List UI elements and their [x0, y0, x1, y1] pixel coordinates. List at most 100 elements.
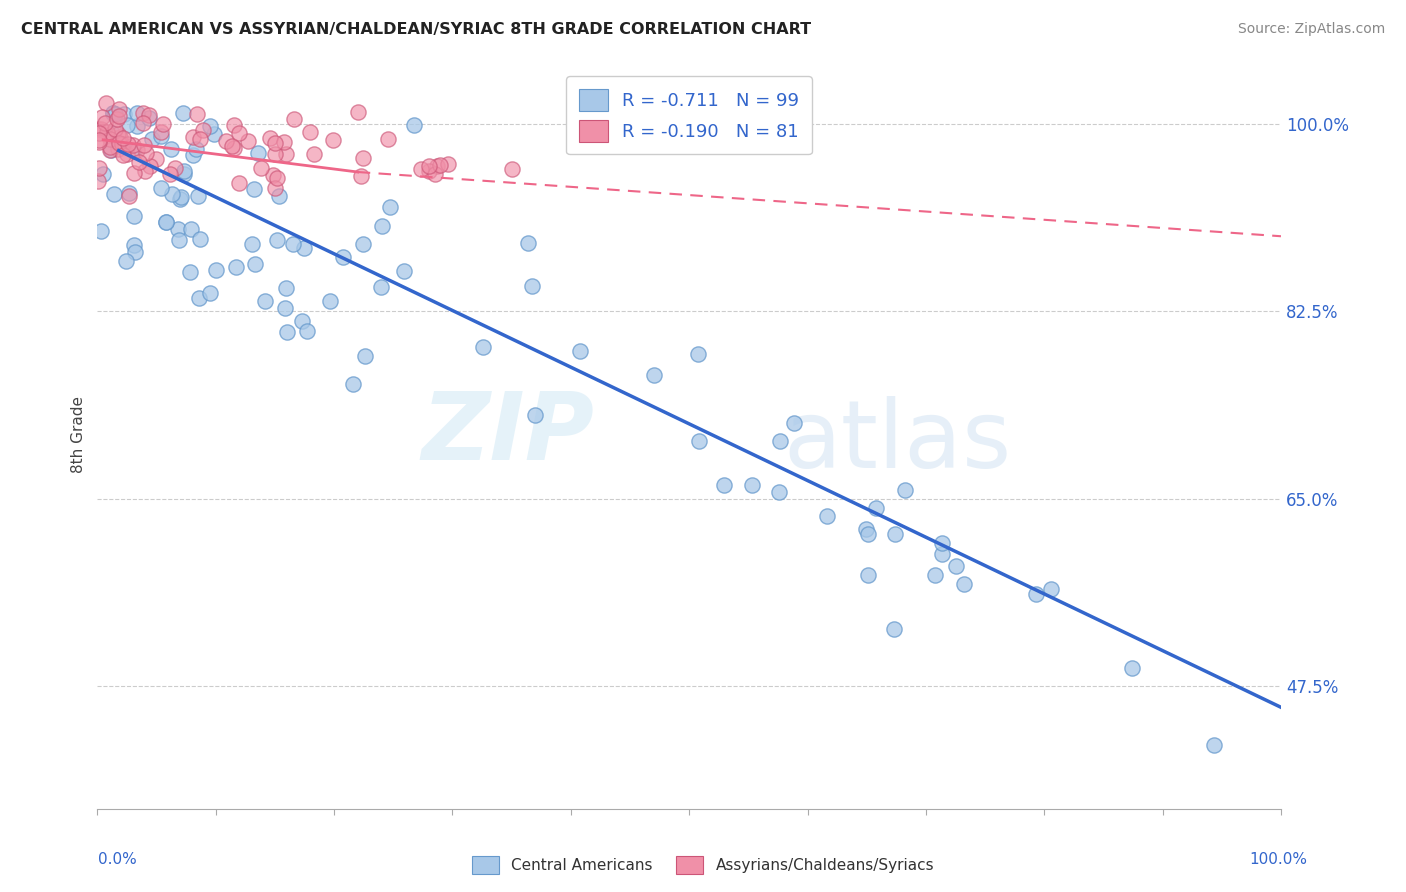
Point: [90, 121, 112, 136]
Point: [302, 147, 325, 161]
Point: [96, 96, 118, 111]
Point: [370, 280, 392, 294]
Point: [89, 161, 111, 175]
Point: [516, 235, 538, 250]
Point: [184, 142, 207, 156]
Point: [110, 130, 132, 145]
Point: [1025, 587, 1047, 601]
Point: [103, 106, 125, 120]
Point: [276, 325, 298, 339]
Point: [108, 136, 131, 150]
Point: [264, 181, 287, 195]
Point: [122, 210, 145, 224]
Point: [179, 265, 201, 279]
Point: [107, 142, 129, 156]
Point: [183, 148, 205, 162]
Point: [523, 409, 546, 423]
Point: [228, 126, 250, 140]
Point: [166, 221, 188, 235]
Point: [924, 568, 946, 582]
Point: [112, 148, 135, 162]
Point: [124, 244, 146, 259]
Text: ZIP: ZIP: [422, 388, 595, 480]
Point: [173, 164, 195, 178]
Point: [283, 236, 305, 251]
Point: [103, 187, 125, 202]
Point: [259, 131, 281, 145]
Point: [152, 117, 174, 131]
Point: [240, 237, 263, 252]
Point: [643, 368, 665, 382]
Point: [322, 133, 344, 147]
Point: [688, 347, 710, 361]
Text: 0.0%: 0.0%: [98, 852, 138, 867]
Point: [332, 250, 354, 264]
Point: [221, 139, 243, 153]
Point: [264, 136, 287, 150]
Point: [87, 127, 110, 141]
Point: [245, 257, 267, 271]
Point: [264, 147, 287, 161]
Point: [402, 118, 425, 132]
Point: [501, 162, 523, 177]
Point: [894, 483, 917, 498]
Point: [883, 622, 905, 636]
Point: [292, 241, 315, 255]
Point: [150, 125, 173, 139]
Point: [1121, 660, 1143, 674]
Point: [132, 138, 155, 153]
Point: [274, 301, 297, 316]
Point: [100, 144, 122, 158]
Point: [167, 233, 190, 247]
Point: [520, 278, 543, 293]
Point: [276, 280, 298, 294]
Point: [111, 137, 134, 152]
Point: [108, 102, 131, 116]
Point: [155, 215, 177, 229]
Point: [173, 168, 195, 182]
Point: [858, 527, 880, 541]
Point: [127, 106, 149, 120]
Point: [342, 376, 364, 391]
Text: 100.0%: 100.0%: [1250, 852, 1308, 867]
Point: [768, 484, 790, 499]
Point: [224, 119, 246, 133]
Point: [135, 145, 157, 160]
Text: Source: ZipAtlas.com: Source: ZipAtlas.com: [1237, 22, 1385, 37]
Point: [181, 129, 204, 144]
Point: [127, 143, 149, 157]
Point: [160, 187, 183, 202]
Point: [122, 144, 145, 158]
Point: [297, 324, 319, 338]
Point: [283, 112, 305, 126]
Point: [569, 344, 592, 359]
Point: [953, 576, 976, 591]
Point: [249, 161, 271, 176]
Point: [200, 286, 222, 301]
Point: [141, 131, 163, 145]
Point: [134, 164, 156, 178]
Point: [1039, 582, 1062, 596]
Point: [105, 112, 128, 127]
Point: [352, 236, 374, 251]
Point: [149, 181, 172, 195]
Point: [115, 118, 138, 132]
Point: [945, 558, 967, 573]
Point: [145, 152, 167, 166]
Point: [160, 142, 183, 156]
Point: [138, 108, 160, 122]
Point: [352, 151, 374, 165]
Point: [98, 132, 121, 146]
Point: [349, 169, 371, 183]
Point: [169, 192, 191, 206]
Point: [187, 189, 209, 203]
Point: [98, 140, 121, 154]
Point: [191, 123, 214, 137]
Point: [274, 146, 297, 161]
Point: [87, 133, 110, 147]
Point: [266, 233, 288, 247]
Point: [93, 116, 115, 130]
Point: [1204, 738, 1226, 752]
Point: [107, 127, 129, 141]
Point: [931, 547, 953, 561]
